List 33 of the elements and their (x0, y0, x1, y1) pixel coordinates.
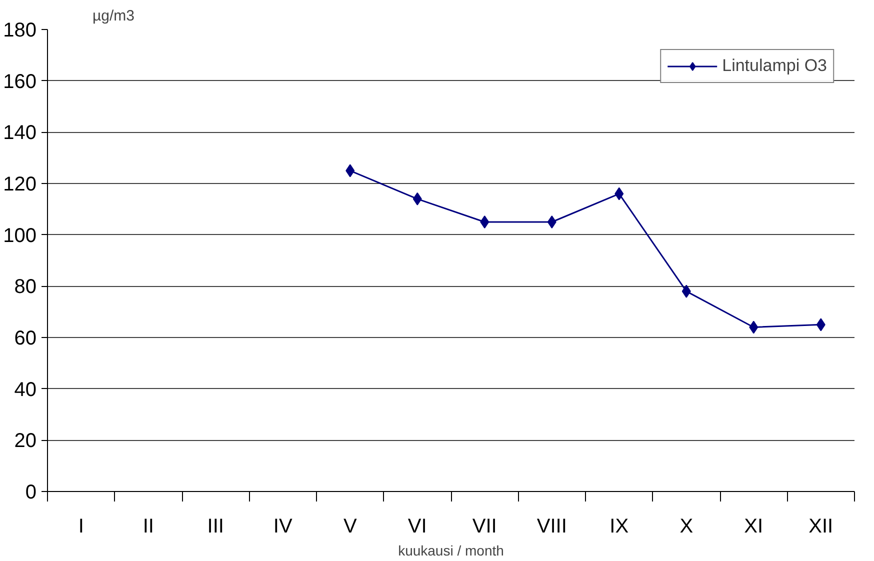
x-tick-label: VIII (536, 516, 567, 538)
y-tick-label: 120 (3, 174, 37, 196)
point (614, 187, 624, 200)
point (816, 318, 826, 332)
y-tick-label: 140 (3, 122, 37, 144)
y-tick-label: 0 (25, 482, 36, 504)
y-axis-title: µg/m3 (92, 8, 134, 24)
y-tick-label: 80 (14, 276, 37, 298)
x-tick-label: VII (472, 516, 497, 538)
point (480, 216, 490, 228)
point (346, 164, 355, 178)
point (547, 216, 556, 228)
x-tick-label: IX (610, 516, 629, 538)
x-axis-title: kuukausi / month (398, 542, 504, 558)
x-tick-label: VI (408, 516, 427, 538)
y-tick-label: 20 (14, 430, 37, 452)
legend-label: Lintulampi O3 (722, 56, 827, 76)
point (682, 284, 691, 298)
x-tick-label: XII (808, 516, 834, 538)
y-tick-label: 100 (3, 224, 37, 247)
x-tick-label: I (78, 516, 84, 538)
point (749, 320, 758, 334)
x-tick-label: XI (744, 516, 764, 538)
y-tick-label: 60 (14, 328, 37, 350)
y-tick-label: 40 (14, 378, 37, 401)
x-tick-label: III (207, 516, 224, 538)
y-tick-label: 180 (3, 20, 37, 42)
x-tick-label: V (343, 516, 358, 538)
x-tick-label: IV (273, 516, 293, 538)
x-tick-label: X (680, 516, 694, 538)
y-tick-label: 160 (3, 70, 37, 93)
x-tick-label: II (142, 516, 154, 538)
point (412, 192, 422, 206)
